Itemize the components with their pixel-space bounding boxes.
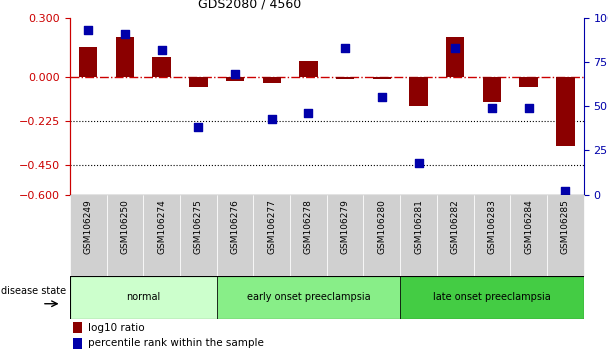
Text: early onset preeclampsia: early onset preeclampsia (247, 292, 370, 302)
Text: GSM106249: GSM106249 (84, 199, 93, 253)
Point (377, 95, 387, 100)
Point (451, 45, 460, 51)
FancyBboxPatch shape (106, 195, 143, 276)
Point (303, 110, 313, 116)
Text: GSM106281: GSM106281 (414, 199, 423, 254)
Text: percentile rank within the sample: percentile rank within the sample (88, 338, 264, 348)
Text: GSM106275: GSM106275 (194, 199, 203, 254)
Bar (299, 61, 317, 77)
FancyBboxPatch shape (290, 195, 327, 276)
Text: GDS2080 / 4560: GDS2080 / 4560 (198, 0, 302, 11)
FancyBboxPatch shape (216, 276, 400, 319)
FancyBboxPatch shape (327, 195, 364, 276)
Text: GSM106285: GSM106285 (561, 199, 570, 254)
Text: GSM106280: GSM106280 (378, 199, 386, 254)
FancyBboxPatch shape (510, 195, 547, 276)
Bar (483, 77, 501, 102)
Point (230, 72, 240, 77)
Point (83, 27, 93, 33)
Bar (226, 77, 244, 81)
Point (523, 105, 533, 111)
Text: late onset preeclampsia: late onset preeclampsia (433, 292, 551, 302)
Text: GSM106282: GSM106282 (451, 199, 460, 253)
Point (561, 188, 570, 194)
Point (267, 116, 277, 121)
Point (193, 125, 203, 130)
Text: GSM106277: GSM106277 (268, 199, 276, 254)
Bar (116, 38, 134, 77)
Text: disease state: disease state (1, 286, 66, 296)
FancyBboxPatch shape (254, 195, 290, 276)
Bar (73, 338, 82, 349)
Point (487, 105, 497, 111)
Bar (409, 77, 427, 106)
FancyBboxPatch shape (437, 195, 474, 276)
FancyBboxPatch shape (400, 276, 584, 319)
FancyBboxPatch shape (180, 195, 216, 276)
Text: GSM106278: GSM106278 (304, 199, 313, 254)
FancyBboxPatch shape (364, 195, 400, 276)
Bar (556, 77, 575, 145)
Text: GSM106284: GSM106284 (524, 199, 533, 253)
Text: GSM106274: GSM106274 (157, 199, 166, 253)
Point (413, 160, 423, 166)
FancyBboxPatch shape (547, 195, 584, 276)
Bar (73, 322, 82, 333)
FancyBboxPatch shape (70, 276, 216, 319)
Text: normal: normal (126, 292, 161, 302)
Text: log10 ratio: log10 ratio (88, 322, 145, 332)
Text: GSM106250: GSM106250 (120, 199, 130, 254)
FancyBboxPatch shape (474, 195, 510, 276)
Point (340, 45, 350, 51)
Point (120, 31, 130, 36)
FancyBboxPatch shape (216, 195, 254, 276)
Bar (519, 77, 538, 86)
Text: GSM106283: GSM106283 (488, 199, 497, 254)
Point (157, 47, 167, 52)
Bar (153, 57, 171, 77)
Bar (373, 77, 391, 79)
FancyBboxPatch shape (400, 195, 437, 276)
Text: GSM106279: GSM106279 (340, 199, 350, 254)
Bar (189, 77, 207, 86)
Text: GSM106276: GSM106276 (230, 199, 240, 254)
Bar (446, 38, 465, 77)
FancyBboxPatch shape (70, 195, 106, 276)
Bar (336, 77, 354, 79)
Bar (263, 77, 281, 82)
Bar (79, 47, 97, 77)
FancyBboxPatch shape (143, 195, 180, 276)
